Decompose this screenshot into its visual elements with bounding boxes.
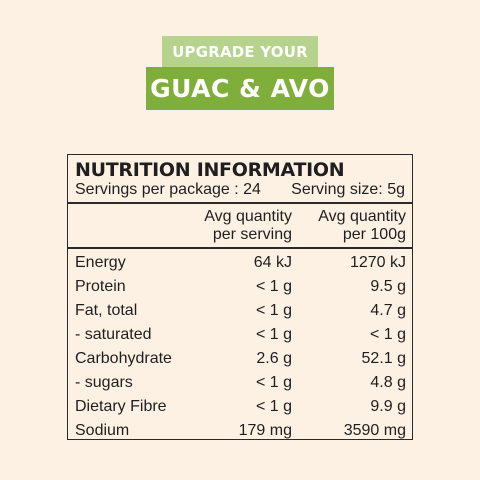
table-row: Dietary Fibre < 1 g 9.9 g <box>68 395 412 419</box>
column-header-per-100g: Avg quantity per 100g <box>318 208 406 244</box>
table-row: Energy 64 kJ 1270 kJ <box>68 251 412 275</box>
table-row: Protein < 1 g 9.5 g <box>68 275 412 299</box>
per-100g-value: 4.8 g <box>370 374 406 391</box>
nutrition-title: NUTRITION INFORMATION <box>75 159 345 181</box>
per-serving-value: < 1 g <box>255 302 292 319</box>
serving-size: Serving size: 5g <box>291 181 405 198</box>
table-row: - sugars < 1 g 4.8 g <box>68 371 412 395</box>
table-row: Carbohydrate 2.6 g 52.1 g <box>68 347 412 371</box>
column-header-per-serving-line2: per serving <box>212 226 292 243</box>
nutrient-label: Protein <box>75 278 126 295</box>
nutrient-label: Carbohydrate <box>75 350 172 367</box>
nutrient-label: Dietary Fibre <box>75 398 167 415</box>
column-header-divider <box>68 247 412 249</box>
per-100g-value: 52.1 g <box>361 350 406 367</box>
banner-upgrade-your: UPGRADE YOUR <box>162 36 318 68</box>
per-100g-value: < 1 g <box>369 326 406 343</box>
nutrition-panel: NUTRITION INFORMATION Servings per packa… <box>67 154 413 440</box>
nutrient-label: - sugars <box>75 374 133 391</box>
column-header-per-100g-line2: per 100g <box>342 226 406 243</box>
per-serving-value: < 1 g <box>255 398 292 415</box>
banner-guac-avo: GUAC & AVO <box>146 67 334 110</box>
per-serving-value: < 1 g <box>255 326 292 343</box>
per-serving-value: 64 kJ <box>253 254 292 271</box>
per-100g-value: 3590 mg <box>343 422 406 439</box>
nutrient-label: Sodium <box>75 422 130 439</box>
header-divider <box>68 202 412 204</box>
column-header-per-serving: Avg quantity per serving <box>204 208 292 244</box>
per-100g-value: 9.9 g <box>370 398 406 415</box>
per-serving-value: 2.6 g <box>256 350 292 367</box>
per-serving-value: 179 mg <box>238 422 292 439</box>
per-serving-value: < 1 g <box>255 374 292 391</box>
table-row: - saturated < 1 g < 1 g <box>68 323 412 347</box>
column-header-per-serving-line1: Avg quantity <box>204 208 292 225</box>
nutrient-rows: Energy 64 kJ 1270 kJ Protein < 1 g 9.5 g… <box>68 251 412 443</box>
servings-per-package: Servings per package : 24 <box>75 181 261 198</box>
per-serving-value: < 1 g <box>255 278 292 295</box>
per-100g-value: 1270 kJ <box>349 254 406 271</box>
nutrient-label: Fat, total <box>75 302 138 319</box>
table-row: Fat, total < 1 g 4.7 g <box>68 299 412 323</box>
nutrient-label: - saturated <box>75 326 152 343</box>
nutrient-label: Energy <box>75 254 126 271</box>
per-100g-value: 9.5 g <box>370 278 406 295</box>
per-100g-value: 4.7 g <box>370 302 406 319</box>
column-header-per-100g-line1: Avg quantity <box>318 208 406 225</box>
table-row: Sodium 179 mg 3590 mg <box>68 419 412 443</box>
